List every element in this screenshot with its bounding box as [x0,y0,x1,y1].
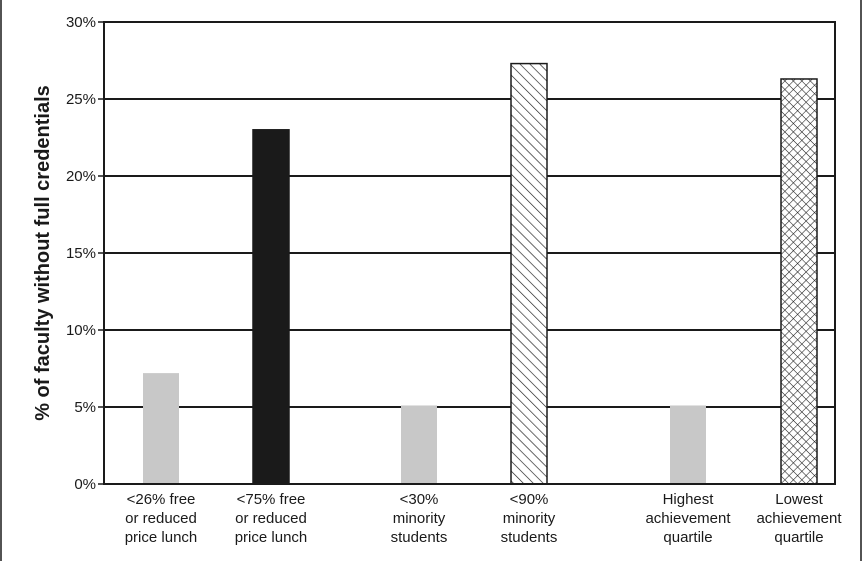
y-tick-label: 5% [74,399,96,416]
y-tick-label: 15% [66,245,96,262]
plot-area-border [103,21,836,485]
bar [401,405,437,484]
bar [510,62,548,485]
x-category-label: Highest achievement quartile [645,491,731,546]
y-axis-ticks: 0% 5% 10% 15% 20% 25% 30% [66,14,104,493]
y-tick-label: 10% [66,322,96,339]
x-category-label: <30% minority students [391,491,448,546]
x-category-label: <26% free or reduced price lunch [125,491,198,546]
y-axis-title: % of faculty without full credentials [32,85,54,421]
x-category-label-line: students [501,529,558,546]
bar [780,78,818,485]
x-category-label-line: or reduced [125,510,197,527]
x-category-label-line: minority [393,510,446,527]
bars [143,62,818,485]
x-category-label-line: Lowest [775,491,823,508]
x-category-label-line: <26% free [127,491,196,508]
x-category-label-line: price lunch [125,529,198,546]
gridlines [104,98,835,408]
x-category-label-line: <30% [400,491,439,508]
y-tick-label: 20% [66,168,96,185]
x-category-label-line: achievement [645,510,731,527]
bar [252,129,290,485]
y-tick-label: 30% [66,14,96,31]
x-category-label-line: <90% [510,491,549,508]
x-category-label-line: <75% free [237,491,306,508]
x-category-label: <90% minority students [501,491,558,546]
x-category-label-line: achievement [756,510,842,527]
x-category-label: Lowest achievement quartile [756,491,842,546]
x-category-label-line: minority [503,510,556,527]
bar [143,373,179,484]
x-category-label-line: or reduced [235,510,307,527]
x-category-label-line: quartile [774,529,823,546]
x-category-label-line: Highest [663,491,715,508]
x-category-label-line: price lunch [235,529,308,546]
y-tick-label: 25% [66,91,96,108]
x-axis-labels: <26% free or reduced price lunch <75% free o… [125,491,843,546]
y-tick-label: 0% [74,476,96,493]
x-category-label-line: quartile [663,529,712,546]
x-category-label: <75% free or reduced price lunch [235,491,308,546]
x-category-label-line: students [391,529,448,546]
bar [670,405,706,484]
